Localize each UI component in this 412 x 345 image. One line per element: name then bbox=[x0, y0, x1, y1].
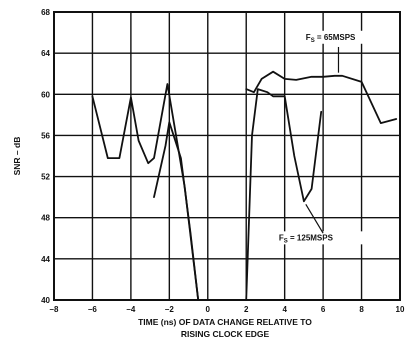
y-tick-label: 44 bbox=[41, 255, 50, 264]
series-line-65msps bbox=[245, 70, 398, 124]
y-axis-label: SNR – dB bbox=[12, 137, 22, 176]
x-tick-label: 6 bbox=[321, 305, 326, 314]
x-axis-label-line1: TIME (ns) OF DATA CHANGE RELATIVE TO bbox=[138, 317, 312, 327]
x-tick-label: 0 bbox=[206, 305, 211, 314]
series-line-125msps bbox=[153, 121, 200, 301]
annotation-125msps: FS = 125MSPS bbox=[276, 204, 363, 245]
annotation-65msps: FS = 65MSPS bbox=[303, 30, 384, 73]
series-layer bbox=[91, 70, 398, 301]
series-label-65msps: FS = 65MSPS bbox=[306, 33, 356, 44]
plot-frame bbox=[53, 11, 401, 301]
x-tick-label: 4 bbox=[282, 305, 287, 314]
y-tick-label: 56 bbox=[41, 131, 50, 140]
x-tick-label: –4 bbox=[126, 305, 135, 314]
y-tick-label: 48 bbox=[41, 214, 50, 223]
x-tick-label: 10 bbox=[396, 305, 405, 314]
x-tick-labels: –8 –6 –4 –2 0 2 4 6 8 10 bbox=[50, 305, 405, 314]
x-tick-label: –8 bbox=[50, 305, 59, 314]
y-tick-label: 52 bbox=[41, 173, 50, 182]
y-tick-label: 60 bbox=[41, 90, 50, 99]
y-tick-label: 40 bbox=[41, 296, 50, 305]
series-line-125msps bbox=[245, 88, 323, 301]
series-label-125msps: FS = 125MSPS bbox=[279, 233, 334, 244]
x-tick-label: –6 bbox=[88, 305, 97, 314]
y-tick-labels: 68 64 60 56 52 48 44 40 bbox=[41, 8, 50, 305]
x-axis-label-line2: RISING CLOCK EDGE bbox=[181, 329, 270, 339]
leader-125msps bbox=[305, 204, 324, 234]
x-tick-label: –2 bbox=[165, 305, 174, 314]
x-tick-label: 2 bbox=[244, 305, 249, 314]
series-line-65msps bbox=[91, 83, 200, 301]
y-tick-label: 64 bbox=[41, 49, 50, 58]
x-tick-label: 8 bbox=[359, 305, 364, 314]
y-tick-label: 68 bbox=[41, 8, 50, 17]
grid bbox=[53, 11, 401, 301]
